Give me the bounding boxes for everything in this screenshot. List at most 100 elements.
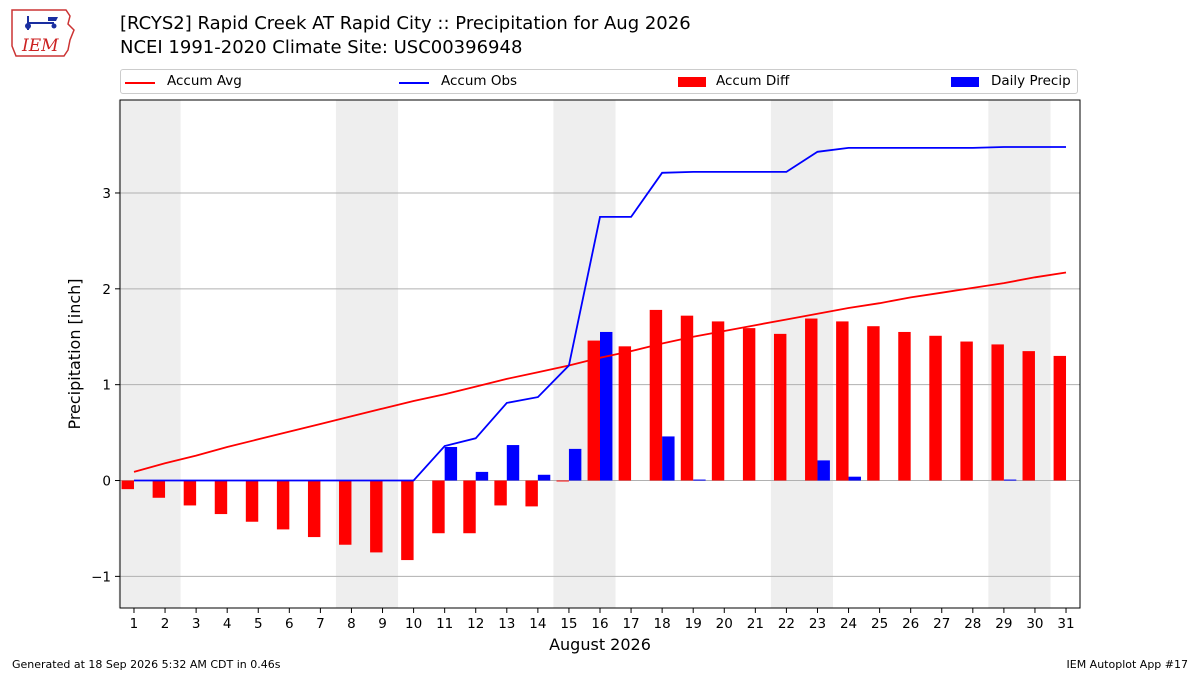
- x-tick-label: 30: [1026, 616, 1043, 632]
- accum-diff-bar: [339, 480, 352, 545]
- legend-swatch-accum-diff: [678, 77, 706, 87]
- accum-diff-bar: [463, 480, 476, 534]
- x-tick-label: 21: [747, 616, 764, 632]
- chart-title: [RCYS2] Rapid Creek AT Rapid City :: Pre…: [120, 13, 691, 34]
- x-tick-label: 19: [685, 616, 702, 632]
- x-tick-label: 31: [1057, 616, 1074, 632]
- x-tick-label: 8: [347, 616, 356, 632]
- logo-text: IEM: [21, 36, 59, 56]
- x-tick-label: 13: [498, 616, 515, 632]
- x-tick-label: 16: [591, 616, 608, 632]
- x-axis-label: August 2026: [549, 635, 651, 654]
- daily-precip-bar: [848, 476, 861, 481]
- y-tick-label: 2: [102, 282, 111, 298]
- x-tick-label: 4: [223, 616, 232, 632]
- x-tick-label: 22: [778, 616, 795, 632]
- accum-diff-bar: [214, 480, 228, 515]
- daily-precip-bar: [600, 331, 613, 481]
- x-tick-label: 12: [467, 616, 484, 632]
- legend-label: Accum Avg: [167, 73, 242, 89]
- daily-precip-bar: [506, 445, 520, 481]
- x-tick-label: 7: [316, 616, 325, 632]
- accum-diff-bar: [867, 326, 880, 481]
- x-tick-label: 1: [130, 616, 139, 632]
- x-tick-label: 5: [254, 616, 263, 632]
- weekend-shade: [118, 100, 181, 608]
- x-tick-label: 26: [902, 616, 919, 632]
- accum-diff-bar: [556, 480, 569, 482]
- accum-diff-bar: [742, 328, 756, 481]
- accum-diff-bar: [525, 480, 538, 507]
- daily-precip-bar: [1003, 479, 1017, 481]
- legend-swatch-accum-avg: [125, 82, 155, 84]
- legend-item-daily-precip: Daily Precip: [951, 73, 1071, 89]
- accum-diff-bar: [307, 480, 321, 538]
- y-tick-label: −1: [91, 569, 111, 585]
- accum-diff-bar: [494, 480, 507, 506]
- accum-diff-bar: [245, 480, 259, 522]
- daily-precip-bar: [444, 446, 458, 481]
- x-tick-label: 3: [192, 616, 201, 632]
- chart-legend: Accum Avg Accum Obs Accum Diff Daily Pre…: [120, 69, 1078, 94]
- accum-diff-bar: [401, 480, 414, 561]
- accum-diff-bar: [991, 344, 1004, 481]
- x-tick-label: 2: [161, 616, 170, 632]
- x-tick-label: 6: [285, 616, 294, 632]
- daily-precip-bar: [817, 460, 830, 481]
- accum-diff-bar: [152, 480, 166, 498]
- accum-diff-bar: [711, 321, 725, 481]
- accum-obs-line: [134, 146, 1066, 482]
- accum-diff-bar: [960, 341, 973, 481]
- legend-label: Accum Obs: [441, 73, 518, 89]
- accum-diff-bar: [898, 331, 911, 481]
- x-tick-label: 28: [964, 616, 981, 632]
- accum-diff-bar: [1022, 351, 1035, 481]
- accum-diff-bar: [618, 346, 632, 481]
- legend-item-accum-diff: Accum Diff: [678, 73, 789, 89]
- x-tick-label: 18: [654, 616, 671, 632]
- accum-diff-bar: [587, 340, 600, 481]
- x-tick-label: 10: [405, 616, 422, 632]
- legend-swatch-daily-precip: [951, 77, 979, 87]
- accum-diff-bar: [773, 333, 787, 481]
- x-tick-label: 20: [716, 616, 733, 632]
- accum-diff-bar: [432, 480, 445, 534]
- daily-precip-bar: [662, 436, 675, 481]
- legend-item-accum-avg: Accum Avg: [125, 73, 242, 89]
- accum-diff-bar: [680, 315, 694, 481]
- accum-diff-bar: [183, 480, 197, 506]
- x-tick-label: 25: [871, 616, 888, 632]
- daily-precip-bar: [475, 471, 489, 481]
- chart-subtitle: NCEI 1991-2020 Climate Site: USC00396948: [120, 37, 523, 58]
- x-tick-label: 17: [622, 616, 639, 632]
- legend-label: Accum Diff: [716, 73, 790, 89]
- x-tick-label: 27: [933, 616, 950, 632]
- legend-item-accum-obs: Accum Obs: [399, 73, 517, 89]
- accum-diff-bar: [1053, 355, 1067, 481]
- accum-diff-bar: [370, 480, 383, 553]
- x-tick-label: 9: [378, 616, 387, 632]
- x-tick-label: 11: [436, 616, 453, 632]
- app-credit: IEM Autoplot App #17: [1066, 658, 1189, 671]
- generated-timestamp: Generated at 18 Sep 2026 5:32 AM CDT in …: [12, 658, 281, 671]
- y-axis-label: Precipitation [inch]: [65, 278, 84, 429]
- y-tick-label: 3: [102, 186, 111, 202]
- accum-diff-bar: [836, 321, 849, 481]
- accum-diff-bar: [121, 480, 134, 490]
- accum-diff-bar: [805, 318, 818, 481]
- x-tick-label: 29: [995, 616, 1012, 632]
- iowa-state-outline-weather-station-icon: IEM: [11, 9, 75, 57]
- legend-swatch-accum-obs: [399, 82, 429, 84]
- y-tick-label: 0: [102, 474, 111, 490]
- daily-precip-bar: [693, 479, 706, 481]
- accum-avg-line: [133, 271, 1067, 473]
- y-tick-label: 1: [102, 378, 111, 394]
- accum-diff-bar: [649, 309, 663, 481]
- accum-diff-bar: [929, 335, 942, 481]
- daily-precip-bar: [568, 448, 582, 481]
- daily-precip-bar: [537, 474, 551, 481]
- accum-diff-bar: [276, 480, 290, 530]
- x-tick-label: 14: [529, 616, 546, 632]
- x-tick-label: 23: [809, 616, 826, 632]
